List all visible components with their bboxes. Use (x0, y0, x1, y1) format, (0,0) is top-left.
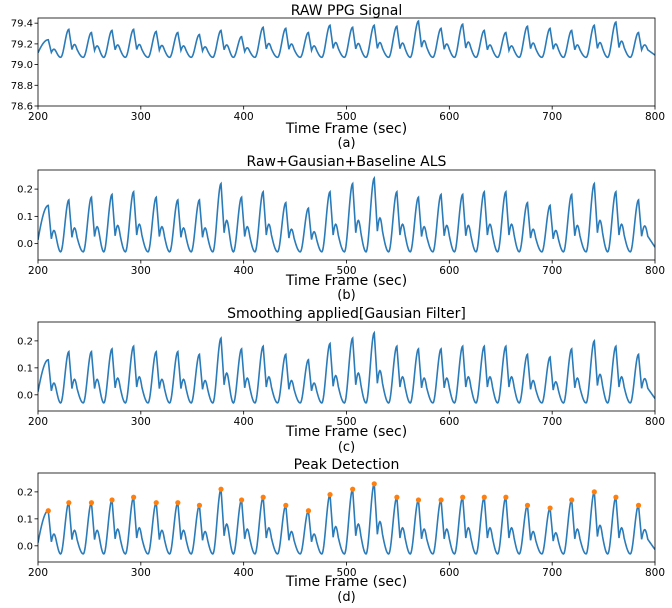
peak-marker (327, 491, 333, 498)
panel-caption: (d) (337, 590, 355, 605)
chart-panel-3: Peak Detection 200 300 400 500 600 700 800 0.0 0.… (17, 457, 665, 605)
x-tick-label: 400 (234, 416, 254, 428)
x-tick-label: 200 (28, 111, 48, 123)
y-tick-label: 0.1 (17, 363, 33, 374)
x-tick-label: 200 (28, 416, 48, 428)
x-tick-label: 700 (542, 567, 562, 579)
peak-marker (153, 500, 159, 506)
x-tick-label: 300 (131, 265, 151, 277)
x-tick-label: 200 (28, 265, 48, 277)
x-tick-label: 500 (336, 265, 356, 277)
x-tick-label: 400 (234, 111, 254, 123)
series-line (38, 481, 655, 555)
x-axis-label: Time Frame (sec) (285, 273, 407, 289)
peak-marker (635, 502, 642, 508)
peak-marker (88, 500, 95, 506)
y-tick-label: 0.0 (17, 390, 33, 401)
x-tick-label: 500 (336, 111, 356, 123)
chart-title: Smoothing applied[Gausian Filter] (227, 306, 466, 322)
peak-marker (438, 497, 444, 503)
chart-title: RAW PPG Signal (291, 3, 402, 19)
peak-marker (239, 497, 245, 503)
x-tick-label: 800 (645, 567, 665, 579)
peak-marker (109, 497, 115, 503)
x-tick-label: 600 (439, 416, 459, 428)
y-tick-label: 79.2 (11, 39, 33, 50)
peak-marker (66, 500, 72, 506)
panel-caption: (a) (337, 136, 355, 151)
peak-marker (175, 500, 181, 506)
x-tick-label: 600 (439, 265, 459, 277)
y-tick-label: 78.8 (11, 81, 33, 92)
chart-panel-0: RAW PPG Signal 200 300 400 500 600 700 800 78.6 7… (11, 3, 665, 151)
y-tick-label: 0.1 (17, 514, 33, 525)
peak-marker (260, 494, 266, 500)
x-tick-label: 800 (645, 111, 665, 123)
series-line (38, 330, 655, 404)
peak-marker (350, 486, 356, 492)
y-tick-label: 79.4 (11, 19, 33, 30)
y-tick-label: 0.0 (17, 541, 33, 552)
peak-marker (591, 489, 597, 495)
x-tick-label: 600 (439, 111, 459, 123)
x-tick-label: 400 (234, 265, 254, 277)
y-tick-label: 79.0 (11, 60, 33, 71)
peak-marker (131, 494, 137, 500)
x-tick-label: 700 (542, 416, 562, 428)
chart-panel-2: Smoothing applied[Gausian Filter] 200 300 4… (17, 306, 665, 455)
peak-marker (569, 497, 575, 503)
peak-marker (45, 508, 51, 514)
x-tick-label: 300 (131, 567, 151, 579)
y-tick-label: 0.1 (17, 212, 33, 223)
x-tick-label: 200 (28, 567, 48, 579)
peak-marker (481, 494, 487, 500)
peak-marker (371, 481, 377, 487)
x-axis-label: Time Frame (sec) (285, 121, 407, 137)
peak-marker (613, 494, 619, 500)
x-tick-label: 700 (542, 265, 562, 277)
peak-marker (305, 508, 312, 514)
panel-caption: (c) (338, 440, 355, 455)
x-axis-label: Time Frame (sec) (285, 574, 407, 590)
x-tick-label: 700 (542, 111, 562, 123)
peak-marker (196, 502, 203, 508)
peak-marker (547, 505, 553, 511)
panel-caption: (b) (337, 288, 355, 303)
y-tick-label: 0.0 (17, 239, 33, 250)
x-tick-label: 600 (439, 567, 459, 579)
y-tick-label: 0.2 (17, 185, 33, 196)
peak-marker (460, 494, 466, 500)
chart-title: Raw+Gausian+Baseline ALS (247, 154, 447, 170)
x-tick-label: 800 (645, 416, 665, 428)
y-tick-label: 78.6 (11, 102, 33, 113)
x-tick-label: 300 (131, 111, 151, 123)
series-line (38, 175, 655, 253)
x-tick-label: 500 (336, 416, 356, 428)
peak-marker (415, 497, 422, 503)
peak-marker (503, 494, 509, 500)
series-line (38, 19, 655, 59)
x-axis-label: Time Frame (sec) (285, 424, 407, 440)
chart-title: Peak Detection (294, 457, 400, 473)
y-tick-label: 0.2 (17, 336, 33, 347)
y-tick-label: 0.2 (17, 487, 33, 498)
peak-marker (394, 494, 400, 500)
chart-panel-1: Raw+Gausian+Baseline ALS 200 300 400 500 600 7… (17, 154, 665, 303)
x-tick-label: 800 (645, 265, 665, 277)
x-tick-label: 400 (234, 567, 254, 579)
axes-frame (37, 17, 656, 107)
peak-marker (524, 502, 531, 508)
peak-marker (218, 486, 224, 492)
x-tick-label: 500 (336, 567, 356, 579)
x-tick-label: 300 (131, 416, 151, 428)
peak-marker (283, 502, 289, 508)
